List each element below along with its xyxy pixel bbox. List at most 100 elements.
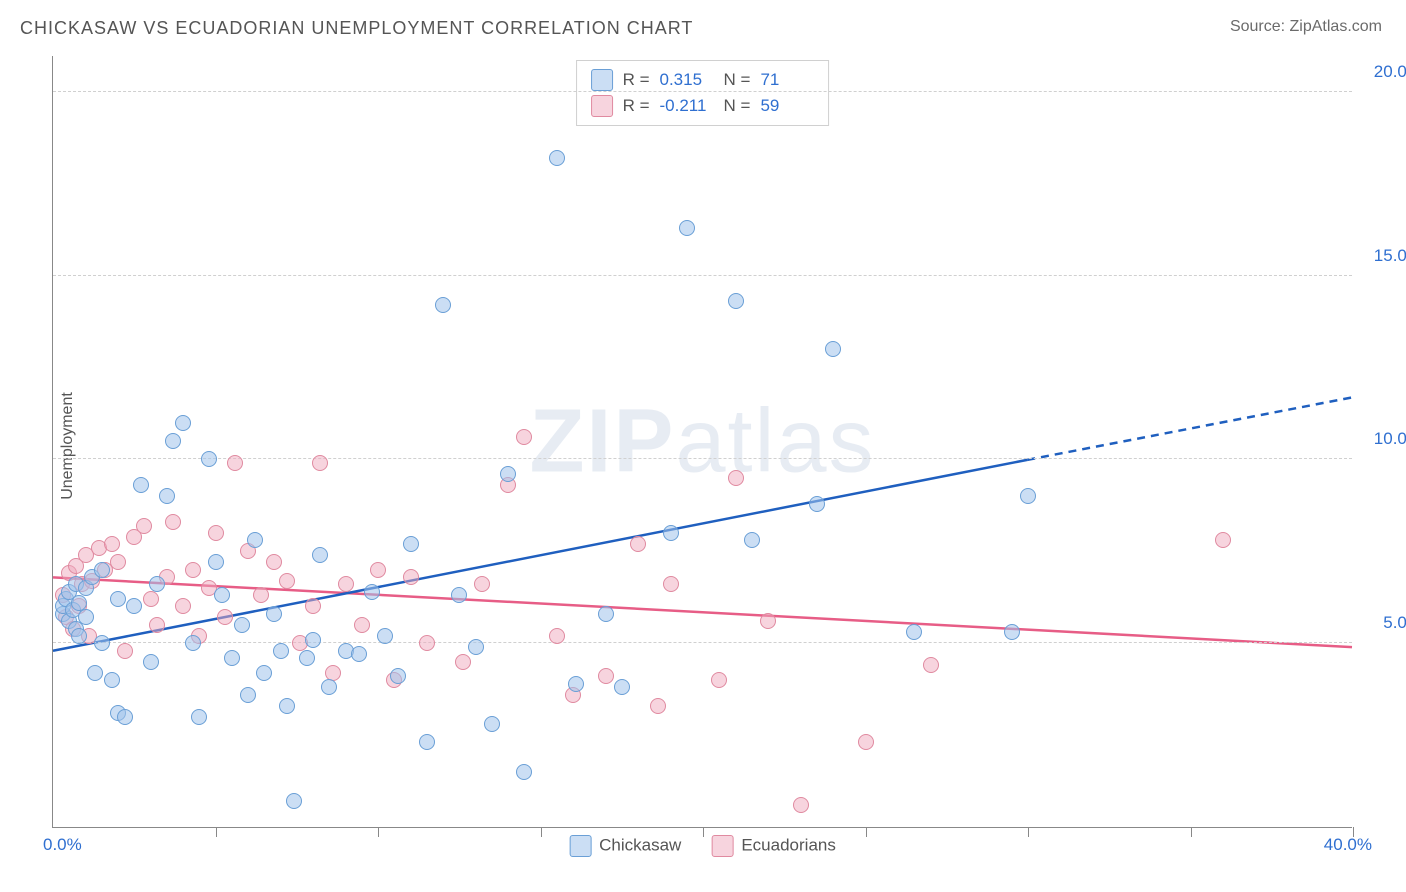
- data-point-chickasaw: [364, 584, 380, 600]
- data-point-chickasaw: [286, 793, 302, 809]
- data-point-ecuadorians: [370, 562, 386, 578]
- data-point-chickasaw: [1020, 488, 1036, 504]
- data-point-chickasaw: [143, 654, 159, 670]
- legend-swatch-chickasaw: [569, 835, 591, 857]
- data-point-chickasaw: [598, 606, 614, 622]
- data-point-chickasaw: [240, 687, 256, 703]
- chart-title: CHICKASAW VS ECUADORIAN UNEMPLOYMENT COR…: [20, 18, 693, 39]
- data-point-chickasaw: [201, 451, 217, 467]
- data-point-chickasaw: [614, 679, 630, 695]
- data-point-ecuadorians: [185, 562, 201, 578]
- data-point-chickasaw: [549, 150, 565, 166]
- plot-area: ZIPatlas R = 0.315 N = 71 R = -0.211 N =…: [52, 56, 1352, 828]
- data-point-chickasaw: [71, 595, 87, 611]
- n-label: N =: [724, 67, 751, 93]
- data-point-chickasaw: [247, 532, 263, 548]
- data-point-ecuadorians: [104, 536, 120, 552]
- data-point-chickasaw: [133, 477, 149, 493]
- data-point-chickasaw: [208, 554, 224, 570]
- data-point-chickasaw: [71, 628, 87, 644]
- data-point-chickasaw: [906, 624, 922, 640]
- source-attribution: Source: ZipAtlas.com: [1230, 18, 1382, 36]
- data-point-chickasaw: [266, 606, 282, 622]
- data-point-ecuadorians: [419, 635, 435, 651]
- data-point-chickasaw: [516, 764, 532, 780]
- x-axis-min-label: 0.0%: [43, 835, 82, 855]
- data-point-ecuadorians: [598, 668, 614, 684]
- data-point-ecuadorians: [217, 609, 233, 625]
- data-point-chickasaw: [191, 709, 207, 725]
- data-point-chickasaw: [419, 734, 435, 750]
- data-point-ecuadorians: [175, 598, 191, 614]
- data-point-chickasaw: [110, 591, 126, 607]
- x-tick: [1353, 827, 1354, 837]
- data-point-ecuadorians: [266, 554, 282, 570]
- data-point-ecuadorians: [1215, 532, 1231, 548]
- data-point-chickasaw: [149, 576, 165, 592]
- data-point-ecuadorians: [474, 576, 490, 592]
- gridline: [53, 91, 1352, 92]
- data-point-ecuadorians: [110, 554, 126, 570]
- gridline: [53, 458, 1352, 459]
- data-point-chickasaw: [185, 635, 201, 651]
- bottom-legend: Chickasaw Ecuadorians: [569, 835, 836, 857]
- x-tick: [866, 827, 867, 837]
- data-point-ecuadorians: [760, 613, 776, 629]
- data-point-ecuadorians: [338, 576, 354, 592]
- trend-lines-layer: [53, 56, 1352, 827]
- data-point-chickasaw: [94, 562, 110, 578]
- legend-swatch-ecuadorians: [591, 95, 613, 117]
- data-point-chickasaw: [312, 547, 328, 563]
- data-point-ecuadorians: [858, 734, 874, 750]
- data-point-ecuadorians: [923, 657, 939, 673]
- data-point-chickasaw: [256, 665, 272, 681]
- r-label: R =: [623, 93, 650, 119]
- x-tick: [703, 827, 704, 837]
- data-point-chickasaw: [435, 297, 451, 313]
- data-point-chickasaw: [305, 632, 321, 648]
- data-point-ecuadorians: [312, 455, 328, 471]
- data-point-chickasaw: [299, 650, 315, 666]
- x-tick: [1028, 827, 1029, 837]
- data-point-chickasaw: [809, 496, 825, 512]
- data-point-chickasaw: [117, 709, 133, 725]
- data-point-chickasaw: [390, 668, 406, 684]
- data-point-chickasaw: [403, 536, 419, 552]
- data-point-ecuadorians: [325, 665, 341, 681]
- r-value-chickasaw: 0.315: [660, 67, 714, 93]
- data-point-chickasaw: [159, 488, 175, 504]
- data-point-ecuadorians: [279, 573, 295, 589]
- n-value-chickasaw: 71: [760, 67, 814, 93]
- legend-swatch-ecuadorians: [711, 835, 733, 857]
- data-point-chickasaw: [663, 525, 679, 541]
- data-point-chickasaw: [273, 643, 289, 659]
- data-point-chickasaw: [165, 433, 181, 449]
- gridline: [53, 642, 1352, 643]
- data-point-chickasaw: [104, 672, 120, 688]
- n-value-ecuadorians: 59: [760, 93, 814, 119]
- data-point-chickasaw: [568, 676, 584, 692]
- data-point-ecuadorians: [516, 429, 532, 445]
- data-point-ecuadorians: [136, 518, 152, 534]
- legend-swatch-chickasaw: [591, 69, 613, 91]
- trend-line: [53, 577, 1352, 647]
- legend-stats-row-chickasaw: R = 0.315 N = 71: [591, 67, 815, 93]
- data-point-ecuadorians: [143, 591, 159, 607]
- data-point-chickasaw: [234, 617, 250, 633]
- legend-label-chickasaw: Chickasaw: [599, 835, 681, 854]
- bottom-legend-item-chickasaw: Chickasaw: [569, 835, 681, 857]
- data-point-ecuadorians: [630, 536, 646, 552]
- data-point-chickasaw: [744, 532, 760, 548]
- x-tick: [378, 827, 379, 837]
- data-point-chickasaw: [87, 665, 103, 681]
- data-point-ecuadorians: [165, 514, 181, 530]
- data-point-ecuadorians: [117, 643, 133, 659]
- data-point-chickasaw: [1004, 624, 1020, 640]
- data-point-chickasaw: [500, 466, 516, 482]
- r-value-ecuadorians: -0.211: [660, 93, 714, 119]
- y-tick-label: 20.0%: [1374, 62, 1406, 82]
- data-point-chickasaw: [94, 635, 110, 651]
- data-point-ecuadorians: [149, 617, 165, 633]
- x-tick: [541, 827, 542, 837]
- data-point-ecuadorians: [455, 654, 471, 670]
